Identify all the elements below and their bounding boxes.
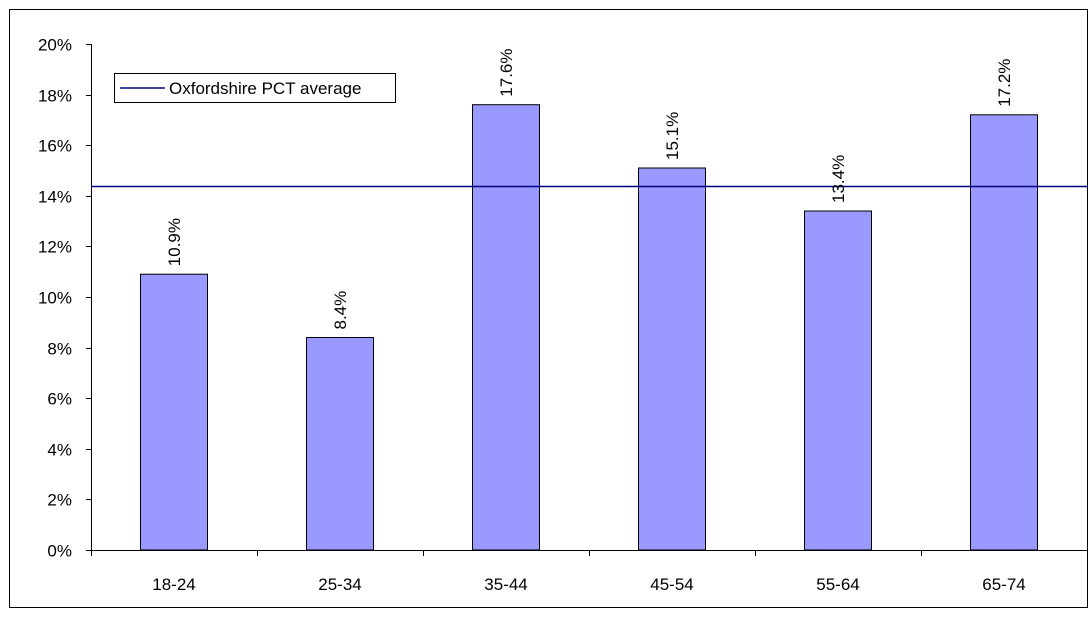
data-label: 17.6% (497, 48, 516, 96)
y-tick-label: 8% (47, 340, 72, 359)
y-tick-label: 4% (47, 441, 72, 460)
y-tick-label: 16% (38, 137, 72, 156)
legend: Oxfordshire PCT average (114, 73, 396, 103)
y-tick-label: 10% (38, 289, 72, 308)
y-tick-label: 14% (38, 188, 72, 207)
data-label: 17.2% (995, 59, 1014, 107)
bar-65-74 (970, 114, 1038, 551)
x-tick-label: 25-34 (318, 575, 361, 594)
data-label: 15.1% (663, 112, 682, 160)
bar-55-64 (804, 210, 872, 551)
data-label: 13.4% (829, 155, 848, 203)
data-label: 8.4% (331, 291, 350, 330)
data-label: 10.9% (165, 218, 184, 266)
x-tick-label: 45-54 (650, 575, 693, 594)
y-tick-label: 0% (47, 542, 72, 561)
legend-label: Oxfordshire PCT average (169, 79, 361, 98)
x-tick-label: 55-64 (816, 575, 859, 594)
bar-35-44 (472, 104, 540, 551)
x-tick-label: 18-24 (152, 575, 195, 594)
bar-25-34 (306, 337, 374, 551)
y-tick-label: 20% (38, 36, 72, 55)
bars-layer (140, 104, 1038, 551)
y-tick-label: 18% (38, 87, 72, 106)
bar-18-24 (140, 273, 208, 551)
bar-45-54 (638, 167, 706, 551)
y-tick-label: 2% (47, 491, 72, 510)
axes-layer: 0% 2% 4% 6% 8% 10% 12% 14% 16% 18% 20% 18-24 25-34 35… (38, 36, 1088, 594)
x-tick-label: 65-74 (982, 575, 1025, 594)
y-tick-label: 12% (38, 238, 72, 257)
y-tick-label: 6% (47, 390, 72, 409)
labels-layer: 10.9% 8.4% 17.6% 15.1% 13.4% 17.2% (165, 48, 1014, 329)
x-tick-label: 35-44 (484, 575, 527, 594)
